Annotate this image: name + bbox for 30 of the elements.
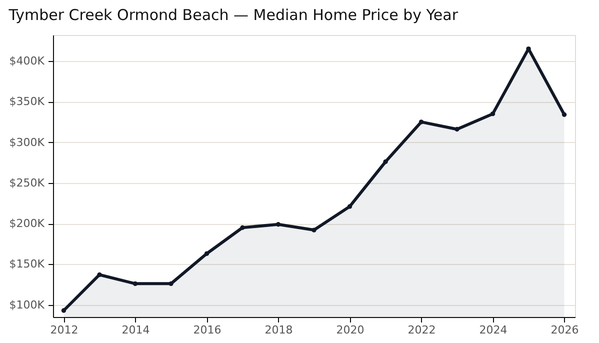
y-tick-label: $200K xyxy=(9,217,46,230)
point xyxy=(240,225,245,230)
y-tick-label: $250K xyxy=(9,176,46,190)
point xyxy=(97,272,102,278)
x-tick-label: 2026 xyxy=(550,324,579,336)
y-tick-label: $350K xyxy=(9,95,46,108)
point xyxy=(347,204,352,209)
point xyxy=(132,281,138,286)
y-tick-label: $400K xyxy=(9,54,46,68)
y-tick-label: $150K xyxy=(9,258,46,271)
chart-title: Tymber Creek Ormond Beach — Median Home Price by Year xyxy=(8,6,459,24)
point xyxy=(61,308,66,313)
point xyxy=(454,126,460,132)
point xyxy=(276,222,281,227)
point xyxy=(490,111,496,116)
x-tick-label: 2018 xyxy=(264,324,293,336)
x-tick-label: 2012 xyxy=(50,324,78,336)
point xyxy=(204,251,210,256)
x-tick-label: 2022 xyxy=(408,324,436,336)
x-tick-label: 2020 xyxy=(336,324,364,336)
point xyxy=(312,228,316,232)
x-tick-label: 2016 xyxy=(193,324,222,336)
point xyxy=(418,120,424,124)
x-tick-label: 2024 xyxy=(479,324,508,336)
point xyxy=(383,159,388,164)
point xyxy=(562,112,567,117)
point xyxy=(168,281,174,286)
y-tick-label: $300K xyxy=(9,136,46,149)
x-tick-label: 2014 xyxy=(122,324,150,336)
y-tick-label: $100K xyxy=(9,298,46,312)
